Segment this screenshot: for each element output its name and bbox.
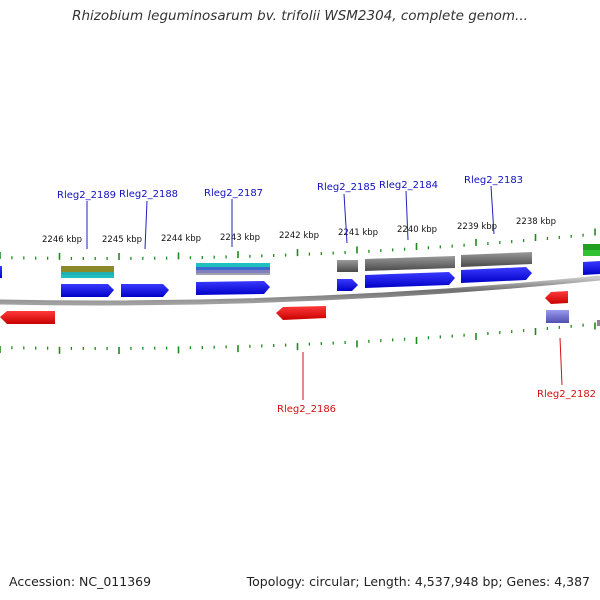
gene-label-2186[interactable]: Rleg2_2186	[277, 404, 336, 415]
gene-label-2187[interactable]: Rleg2_2187	[204, 188, 263, 199]
cds-forward-edge-left[interactable]	[0, 266, 2, 278]
map-title: Rhizobium leguminosarum bv. trifolii WSM…	[72, 8, 528, 24]
feature-edge-green[interactable]	[583, 244, 600, 256]
cds-forward-2184[interactable]	[365, 272, 455, 288]
kbp-label: 2245 kbp	[102, 235, 142, 245]
kbp-label: 2242 kbp	[279, 231, 319, 241]
leader-line-2188	[144, 200, 148, 250]
cds-reverse-edge-left[interactable]	[0, 311, 55, 324]
gene-label-2182[interactable]: Rleg2_2182	[537, 389, 596, 400]
cds-forward-2189[interactable]	[61, 284, 114, 297]
feature-2182-purple[interactable]	[546, 310, 569, 323]
leader-line-2185	[343, 193, 348, 244]
kbp-label: 2241 kbp	[338, 228, 378, 238]
cds-forward-edge-right[interactable]	[583, 261, 600, 275]
kbp-label: 2240 kbp	[397, 225, 437, 235]
cds-reverse-2186[interactable]	[276, 306, 326, 320]
tick-row-lower	[0, 322, 596, 354]
genome-backbone	[0, 275, 600, 306]
kbp-label: 2243 kbp	[220, 233, 260, 243]
gene-label-2183[interactable]: Rleg2_2183	[464, 175, 523, 186]
genome-summary: Topology: circular; Length: 4,537,948 bp…	[246, 574, 590, 589]
cds-reverse-2182[interactable]	[545, 291, 568, 304]
gene-label-2188[interactable]: Rleg2_2188	[119, 189, 178, 200]
gene-label-2184[interactable]: Rleg2_2184	[379, 180, 438, 191]
kbp-label: 2244 kbp	[161, 234, 201, 244]
gene-label-2185[interactable]: Rleg2_2185	[317, 182, 376, 193]
leader-line-2182	[559, 337, 563, 386]
feature-2183-gray[interactable]	[461, 252, 532, 267]
feature-2189-misc[interactable]	[61, 266, 114, 278]
feature-edge-right-stub	[597, 320, 600, 326]
feature-2187-misc[interactable]	[196, 263, 270, 275]
leader-line-2184	[405, 190, 409, 241]
cds-forward-2183[interactable]	[461, 267, 532, 283]
tick-row-upper	[0, 228, 596, 260]
cds-forward-2185[interactable]	[337, 279, 358, 291]
kbp-label: 2239 kbp	[457, 222, 497, 232]
cds-forward-2187[interactable]	[196, 281, 270, 295]
feature-2185-gray[interactable]	[337, 260, 358, 272]
feature-2184-gray[interactable]	[365, 256, 455, 271]
kbp-label: 2246 kbp	[42, 235, 82, 245]
cds-forward-2188[interactable]	[121, 284, 169, 297]
gene-label-2189[interactable]: Rleg2_2189	[57, 190, 116, 201]
accession-label: Accession: NC_011369	[9, 574, 152, 589]
leader-line-2183	[490, 185, 495, 235]
kbp-label: 2238 kbp	[516, 217, 556, 227]
